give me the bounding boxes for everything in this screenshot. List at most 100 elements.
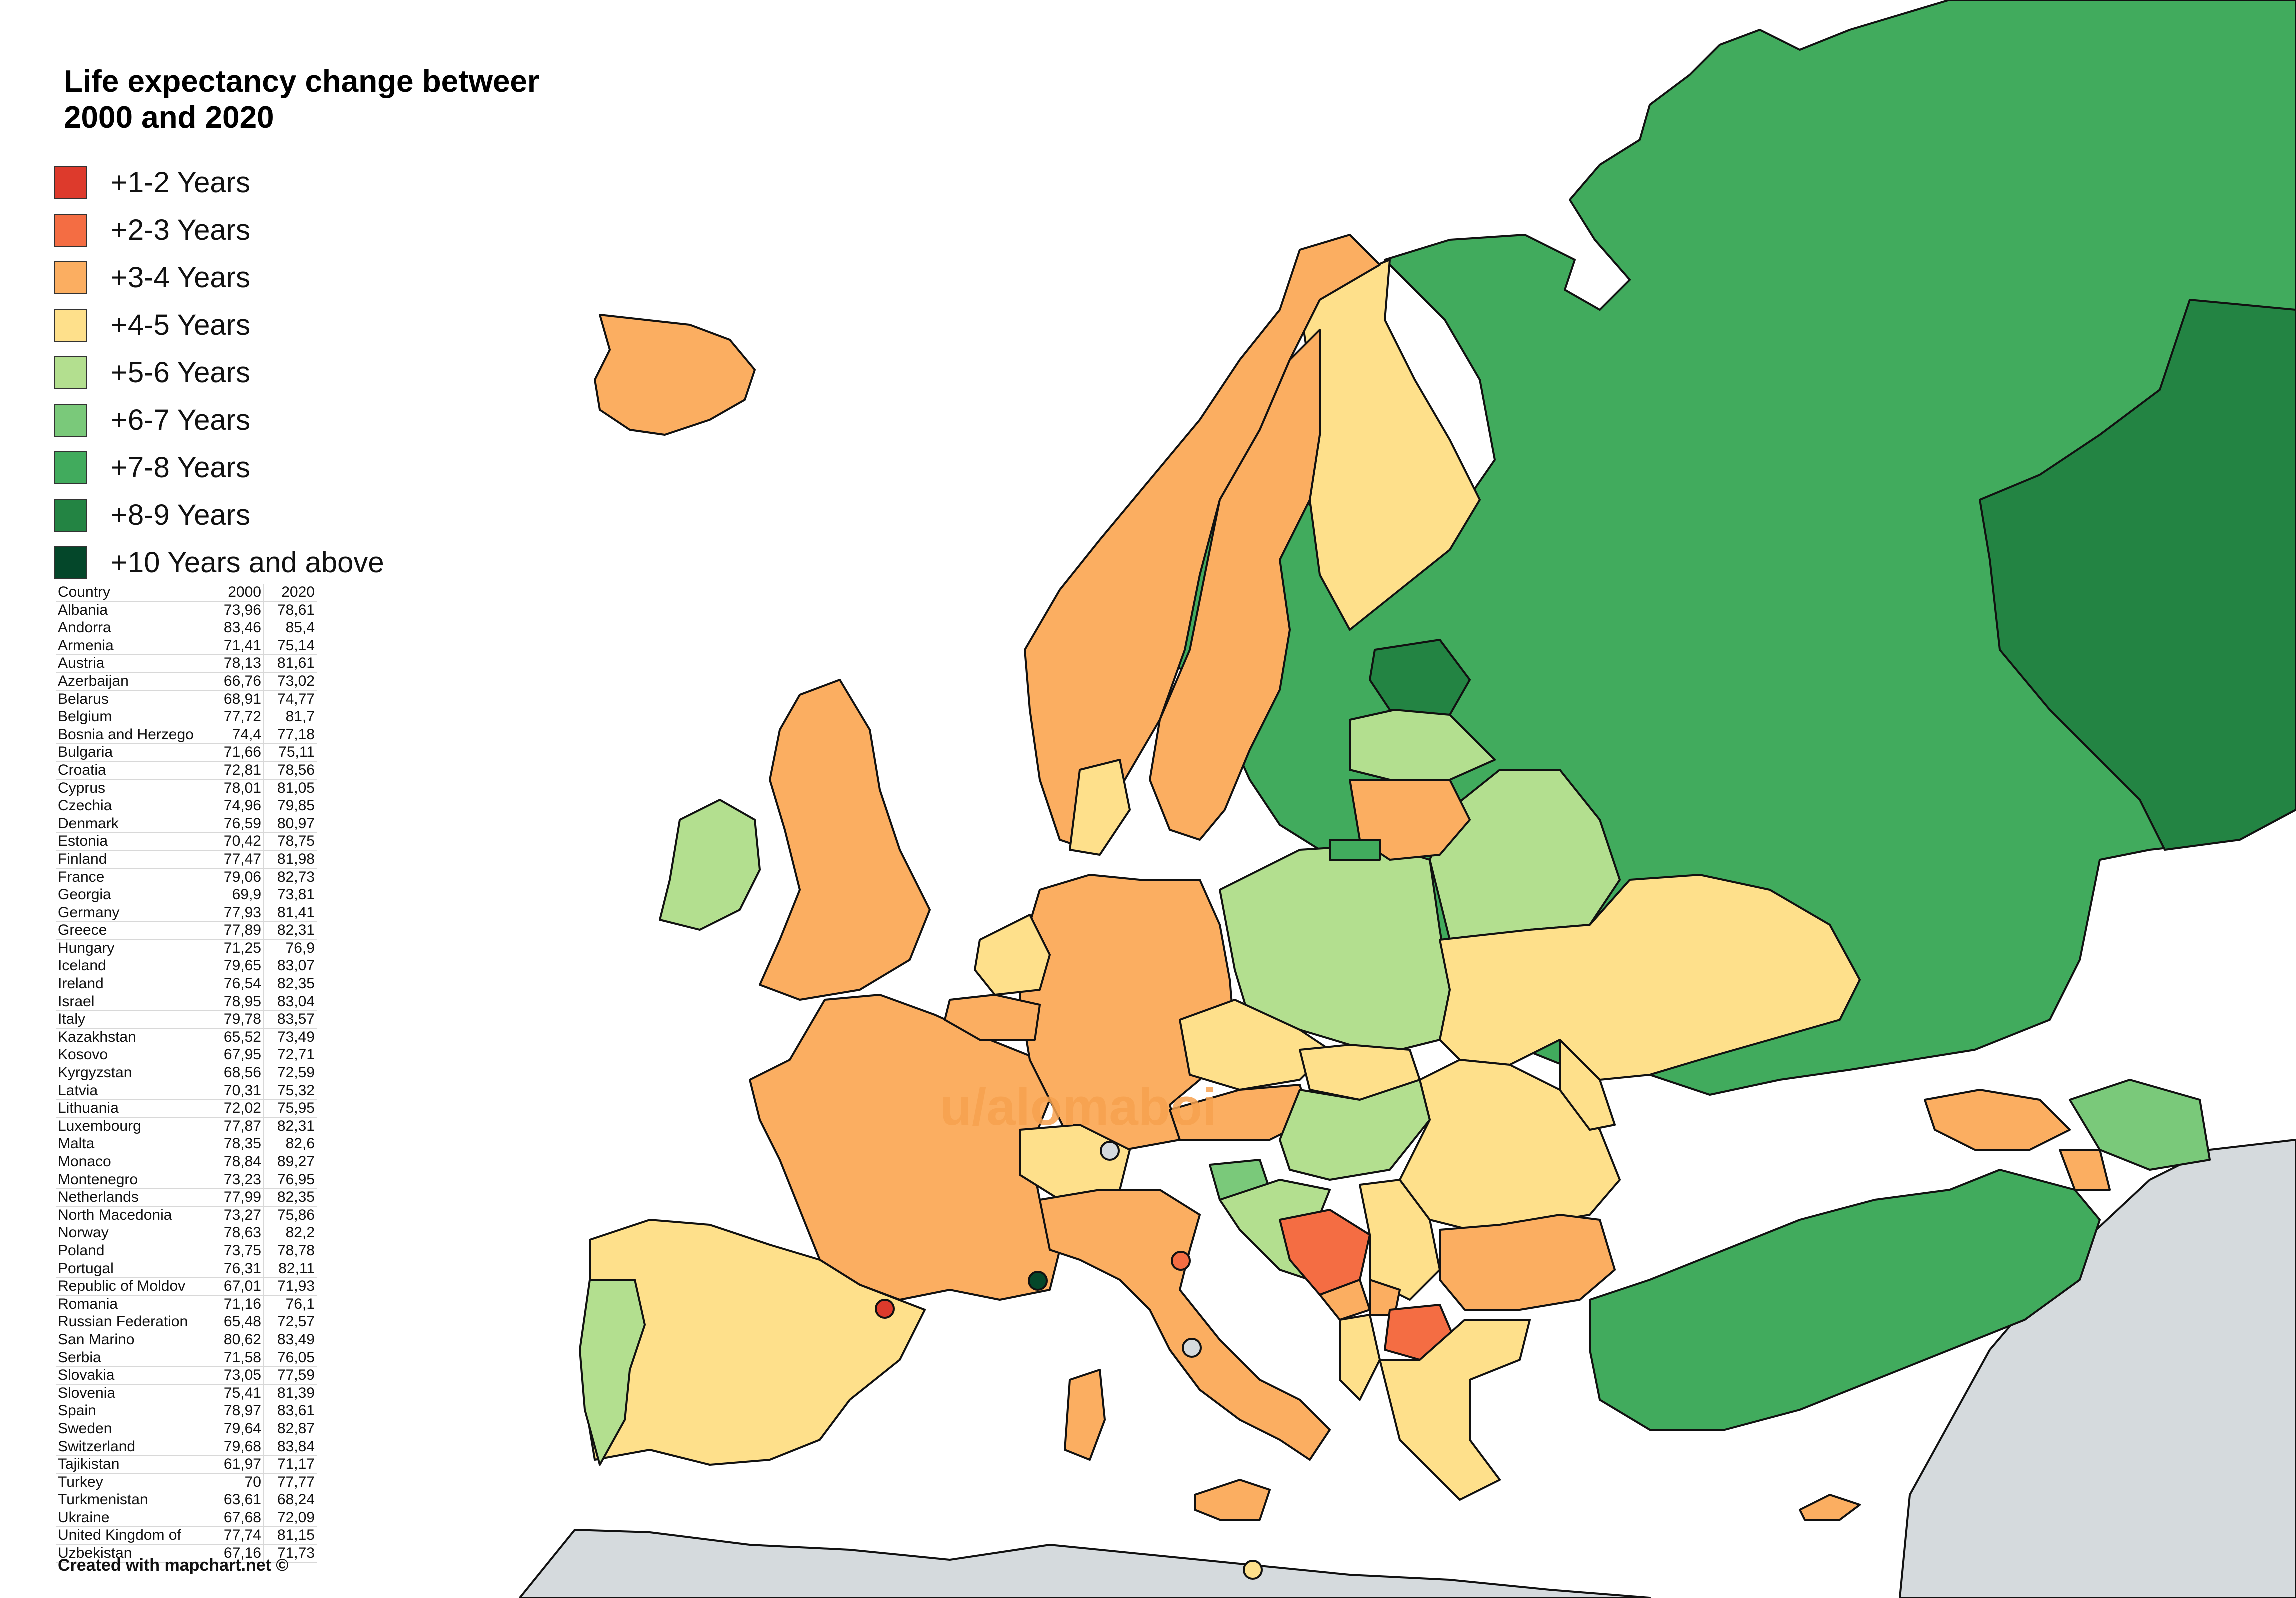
table-cell-country: Serbia [56,1349,210,1368]
table-cell-value: 72,59 [264,1064,318,1082]
table-cell-country: Malta [56,1135,210,1154]
table-cell-value: 81,7 [264,708,318,726]
table-cell-country: Country [56,584,210,602]
region-hungary [1279,1079,1431,1181]
table-cell-value: 83,61 [264,1402,318,1420]
region-sardinia [1064,1369,1106,1461]
table-row: Latvia 70,31 75,32 [56,1082,318,1100]
map-title: Life expectancy change betweer 2000 and … [64,64,564,136]
table-row: Serbia 71,58 76,05 [56,1349,318,1368]
table-row: Italy 79,78 83,57 [56,1010,318,1029]
region-netherlands [974,914,1051,996]
table-cell-country: Russian Federation [56,1313,210,1332]
table-cell-value: 85,4 [264,619,318,638]
table-cell-country: Estonia [56,832,210,851]
table-cell-country: San Marino [56,1331,210,1350]
region-turkey [1589,1169,2101,1431]
region-romania [1399,1059,1621,1231]
table-header-row: Country 2000 2020 [56,584,318,602]
table-cell-country: France [56,868,210,887]
table-cell-value: 76,9 [264,940,318,958]
region-denmark [1069,759,1131,856]
table-row: Azerbaijan 66,76 73,02 [56,672,318,691]
legend-swatch [54,308,87,342]
table-cell-country: Monaco [56,1153,210,1172]
table-cell-value: 72,02 [210,1100,264,1118]
title-line-1: Life expectancy change betweer [64,64,540,99]
table-row: Slovakia 73,05 77,59 [56,1366,318,1385]
table-cell-value: 78,13 [210,654,264,673]
table-cell-value: 68,56 [210,1064,264,1082]
table-row: Cyprus 78,01 81,05 [56,780,318,798]
table-row: Switzerland 79,68 83,84 [56,1438,318,1456]
table-row: Slovenia 75,41 81,39 [56,1384,318,1403]
legend-item: +10 Years and above [54,539,384,586]
region-bulgaria [1439,1214,1616,1311]
marker-san-marino [1171,1251,1191,1271]
table-cell-country: Uzbekistan [56,1544,210,1563]
table-row: Belgium 77,72 81,7 [56,708,318,726]
table-cell-country: Belarus [56,690,210,709]
table-cell-country: Romania [56,1296,210,1314]
legend: +1-2 Years +2-3 Years +3-4 Years +4-5 Years… [54,159,384,586]
table-row: Netherlands 77,99 82,35 [56,1188,318,1207]
table-cell-value: 80,62 [210,1331,264,1350]
table-cell-value: 71,17 [264,1456,318,1474]
table-cell-value: 75,86 [264,1206,318,1225]
table-cell-country: Azerbaijan [56,672,210,691]
table-cell-value: 77,59 [264,1366,318,1385]
region-kaliningrad [1329,839,1381,861]
title-line-2: 2000 and 2020 [64,100,274,135]
table-cell-value: 76,1 [264,1296,318,1314]
table-cell-value: 2020 [264,584,318,602]
table-cell-country: Iceland [56,957,210,976]
table-row: Denmark 76,59 80,97 [56,815,318,834]
table-cell-value: 76,05 [264,1349,318,1368]
legend-item: +3-4 Years [54,254,384,302]
table-cell-country: Georgia [56,886,210,904]
table-cell-value: 77,77 [264,1474,318,1492]
table-row: Hungary 71,25 76,9 [56,940,318,958]
table-cell-value: 83,07 [264,957,318,976]
region-france [749,994,1061,1301]
table-cell-value: 71,93 [264,1278,318,1296]
table-cell-value: 79,68 [210,1438,264,1456]
table-cell-value: 82,31 [264,1118,318,1136]
table-cell-country: Denmark [56,815,210,834]
legend-label: +3-4 Years [111,262,250,294]
table-row: Uzbekistan 67,16 71,73 [56,1544,318,1563]
legend-label: +5-6 Years [111,356,250,389]
table-cell-country: Ukraine [56,1509,210,1528]
table-cell-value: 83,57 [264,1010,318,1029]
table-cell-value: 78,95 [210,993,264,1012]
table-cell-country: Belgium [56,708,210,726]
table-cell-country: Sweden [56,1420,210,1438]
table-cell-value: 66,76 [210,672,264,691]
region-italy [1039,1189,1331,1461]
table-row: Belarus 68,91 74,77 [56,690,318,709]
table-cell-value: 69,9 [210,886,264,904]
region-greece [1379,1319,1531,1501]
table-cell-country: Czechia [56,797,210,816]
table-row: Romania 71,16 76,1 [56,1296,318,1314]
table-cell-value: 74,77 [264,690,318,709]
legend-item: +5-6 Years [54,349,384,396]
table-cell-value: 78,63 [210,1224,264,1242]
table-cell-country: Tajikistan [56,1456,210,1474]
watermark: u/alomaboi [940,1078,1218,1136]
region-middle-east [1899,1139,2296,1598]
table-cell-value: 73,02 [264,672,318,691]
table-cell-country: Hungary [56,940,210,958]
legend-item: +2-3 Years [54,206,384,254]
table-cell-value: 81,61 [264,654,318,673]
footer-credit: Created with mapchart.net © [58,1556,289,1575]
table-cell-value: 77,99 [210,1188,264,1207]
table-row: Montenegro 73,23 76,95 [56,1171,318,1190]
table-cell-value: 73,96 [210,602,264,620]
table-cell-value: 63,61 [210,1491,264,1510]
table-cell-country: Bulgaria [56,744,210,762]
region-sicily [1194,1479,1271,1521]
table-row: Kazakhstan 65,52 73,49 [56,1028,318,1047]
region-united-kingdom [759,679,931,1001]
table-row: Norway 78,63 82,2 [56,1224,318,1242]
